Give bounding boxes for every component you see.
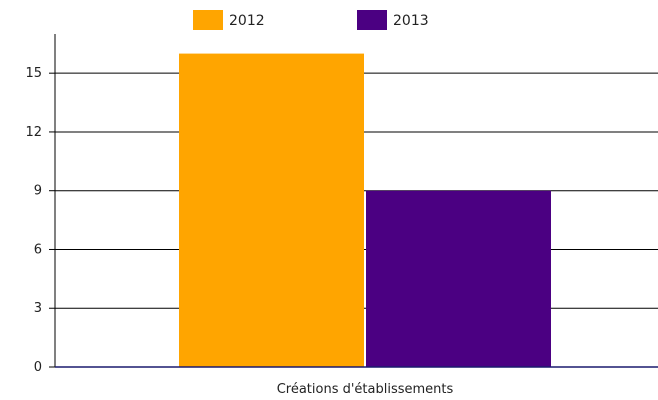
y-tick-label: 3 (34, 301, 42, 316)
y-tick-label: 9 (34, 184, 42, 199)
y-tick-label: 12 (25, 125, 42, 140)
x-category-label: Créations d'établissements (277, 382, 454, 397)
legend-swatch-2012 (193, 10, 223, 30)
y-tick-label: 6 (34, 242, 42, 257)
y-tick-label: 15 (25, 66, 42, 81)
y-tick-label: 0 (34, 360, 42, 375)
legend-label-2012: 2012 (229, 13, 265, 29)
legend-label-2013: 2013 (393, 13, 429, 29)
legend-swatch-2013 (357, 10, 387, 30)
bar-2013 (366, 190, 551, 367)
bar-2012 (179, 53, 364, 368)
